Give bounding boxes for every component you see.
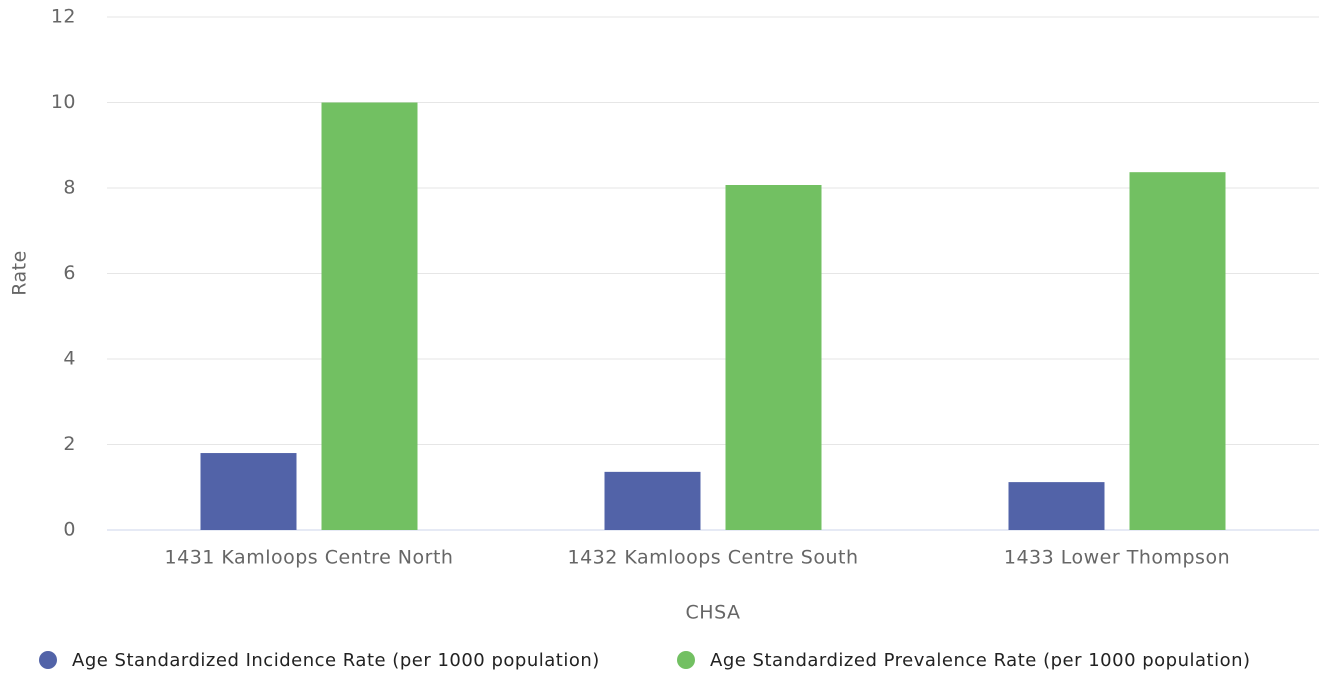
bar <box>1129 172 1226 530</box>
y-tick-label: 8 <box>63 177 76 199</box>
y-tick-label: 12 <box>51 6 76 28</box>
bar <box>604 471 701 530</box>
bar <box>200 453 297 530</box>
x-tick-label: 1431 Kamloops Centre North <box>165 547 454 569</box>
y-tick-label: 0 <box>63 519 76 541</box>
x-tick-label: 1433 Lower Thompson <box>1004 547 1230 569</box>
y-tick-label: 10 <box>51 91 76 113</box>
y-tick-label: 4 <box>63 348 76 370</box>
x-tick-label: 1432 Kamloops Centre South <box>568 547 859 569</box>
bar <box>1008 482 1105 530</box>
legend-label: Age Standardized Incidence Rate (per 100… <box>72 650 600 671</box>
y-tick-label: 6 <box>63 262 76 284</box>
bar <box>321 102 418 530</box>
y-axis-title: Rate <box>9 250 31 296</box>
y-tick-label: 2 <box>63 433 76 455</box>
bar <box>725 185 822 530</box>
legend-marker <box>39 651 57 669</box>
legend-label: Age Standardized Prevalence Rate (per 10… <box>710 650 1251 671</box>
x-axis-title: CHSA <box>686 602 741 624</box>
legend-marker <box>677 651 695 669</box>
